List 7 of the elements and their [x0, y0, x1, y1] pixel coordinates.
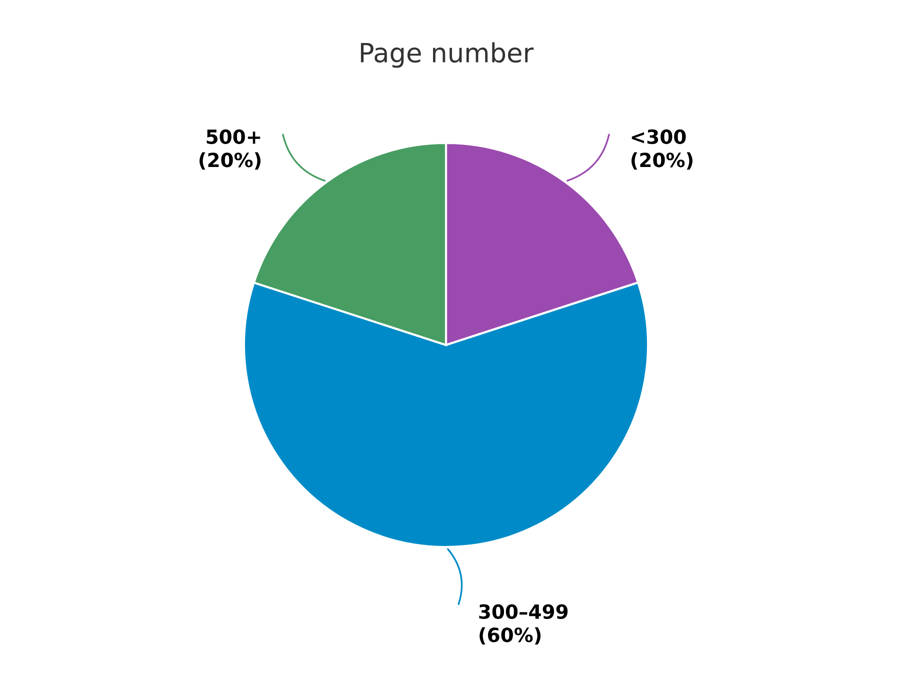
- slice-label: <300: [632, 129, 686, 144]
- slice-label: 300–499: [479, 604, 568, 619]
- data-label: (20%): [200, 152, 261, 170]
- slice-label: 500+: [206, 129, 260, 144]
- data-label: (20%): [631, 152, 692, 170]
- chart-title: Page number: [360, 42, 534, 68]
- data-label: (60%): [480, 627, 541, 645]
